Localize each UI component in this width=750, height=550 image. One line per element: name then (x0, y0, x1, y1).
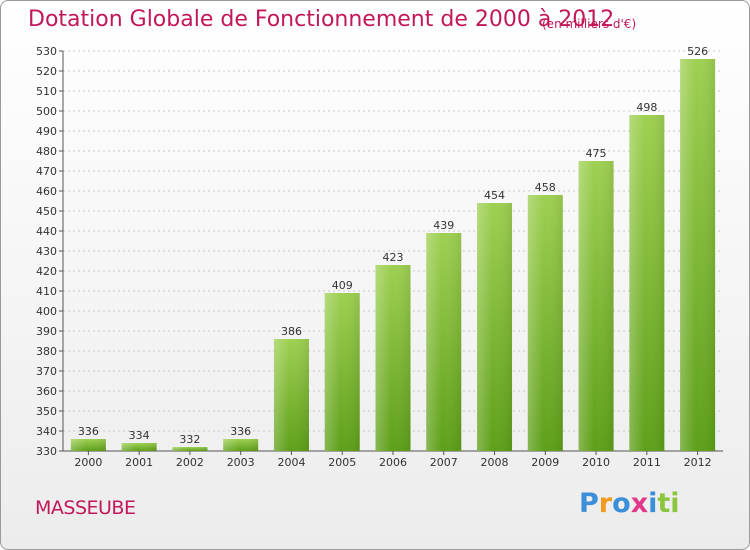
y-tick-label: 460 (36, 185, 57, 198)
bar-shading (375, 265, 411, 451)
bar-shading (680, 59, 716, 451)
y-tick-label: 530 (36, 45, 57, 58)
x-tick-label-2010: 2010 (582, 456, 610, 469)
logo-letter: o (612, 488, 631, 519)
y-tick-label: 490 (36, 125, 57, 138)
x-tick-label-2011: 2011 (633, 456, 661, 469)
data-label-2006: 423 (383, 251, 404, 264)
data-label-2012: 526 (687, 45, 708, 58)
bar-shading (273, 339, 309, 451)
logo-letter: t (657, 488, 671, 519)
y-tick-label: 340 (36, 425, 57, 438)
y-tick-label: 370 (36, 365, 57, 378)
data-label-2009: 458 (535, 181, 556, 194)
data-label-2003: 336 (230, 425, 251, 438)
y-tick-label: 440 (36, 225, 57, 238)
data-label-2000: 336 (78, 425, 99, 438)
x-tick-label-2001: 2001 (125, 456, 153, 469)
data-label-2008: 454 (484, 189, 505, 202)
logo-letter: i (648, 488, 658, 519)
bar-shading (121, 443, 157, 451)
y-tick-label: 410 (36, 285, 57, 298)
x-tick-label-2012: 2012 (684, 456, 712, 469)
bar-shading (223, 439, 259, 451)
bar-shading (477, 203, 513, 451)
commune-name: MASSEUBE (35, 497, 136, 519)
data-label-2007: 439 (433, 219, 454, 232)
y-tick-label: 480 (36, 145, 57, 158)
y-tick-label: 420 (36, 265, 57, 278)
logo-letter: P (579, 488, 599, 519)
bar-shading (527, 195, 563, 451)
x-tick-label-2009: 2009 (531, 456, 559, 469)
y-tick-label: 520 (36, 65, 57, 78)
y-tick-label: 430 (36, 245, 57, 258)
unit-note: (en milliers d'€) (542, 17, 637, 31)
bar-shading (70, 439, 106, 451)
y-tick-label: 330 (36, 445, 57, 458)
logo-letter: r (598, 488, 613, 519)
bar-shading (578, 161, 614, 451)
y-tick-label: 380 (36, 345, 57, 358)
x-tick-label-2007: 2007 (430, 456, 458, 469)
data-label-2011: 498 (636, 101, 657, 114)
data-label-2004: 386 (281, 325, 302, 338)
y-tick-label: 450 (36, 205, 57, 218)
data-label-2001: 334 (129, 429, 150, 442)
data-label-2002: 332 (179, 433, 200, 446)
x-tick-label-2008: 2008 (481, 456, 509, 469)
y-tick-label: 500 (36, 105, 57, 118)
logo-letter: i (670, 488, 680, 519)
logo-letter: x (630, 488, 649, 519)
y-tick-label: 510 (36, 85, 57, 98)
y-tick-label: 400 (36, 305, 57, 318)
bar-shading (172, 447, 208, 451)
y-tick-label: 350 (36, 405, 57, 418)
data-label-2005: 409 (332, 279, 353, 292)
x-tick-label-2000: 2000 (74, 456, 102, 469)
proxiti-logo: Proxiti (579, 488, 680, 519)
bar-shading (324, 293, 360, 451)
y-tick-label: 470 (36, 165, 57, 178)
bar-shading (629, 115, 665, 451)
x-tick-label-2005: 2005 (328, 456, 356, 469)
x-tick-label-2004: 2004 (277, 456, 305, 469)
data-label-2010: 475 (586, 147, 607, 160)
y-tick-label: 360 (36, 385, 57, 398)
x-tick-label-2002: 2002 (176, 456, 204, 469)
bar-shading (426, 233, 462, 451)
chart-title: Dotation Globale de Fonctionnement de 20… (28, 7, 615, 32)
y-tick-label: 390 (36, 325, 57, 338)
x-tick-label-2006: 2006 (379, 456, 407, 469)
x-tick-label-2003: 2003 (227, 456, 255, 469)
